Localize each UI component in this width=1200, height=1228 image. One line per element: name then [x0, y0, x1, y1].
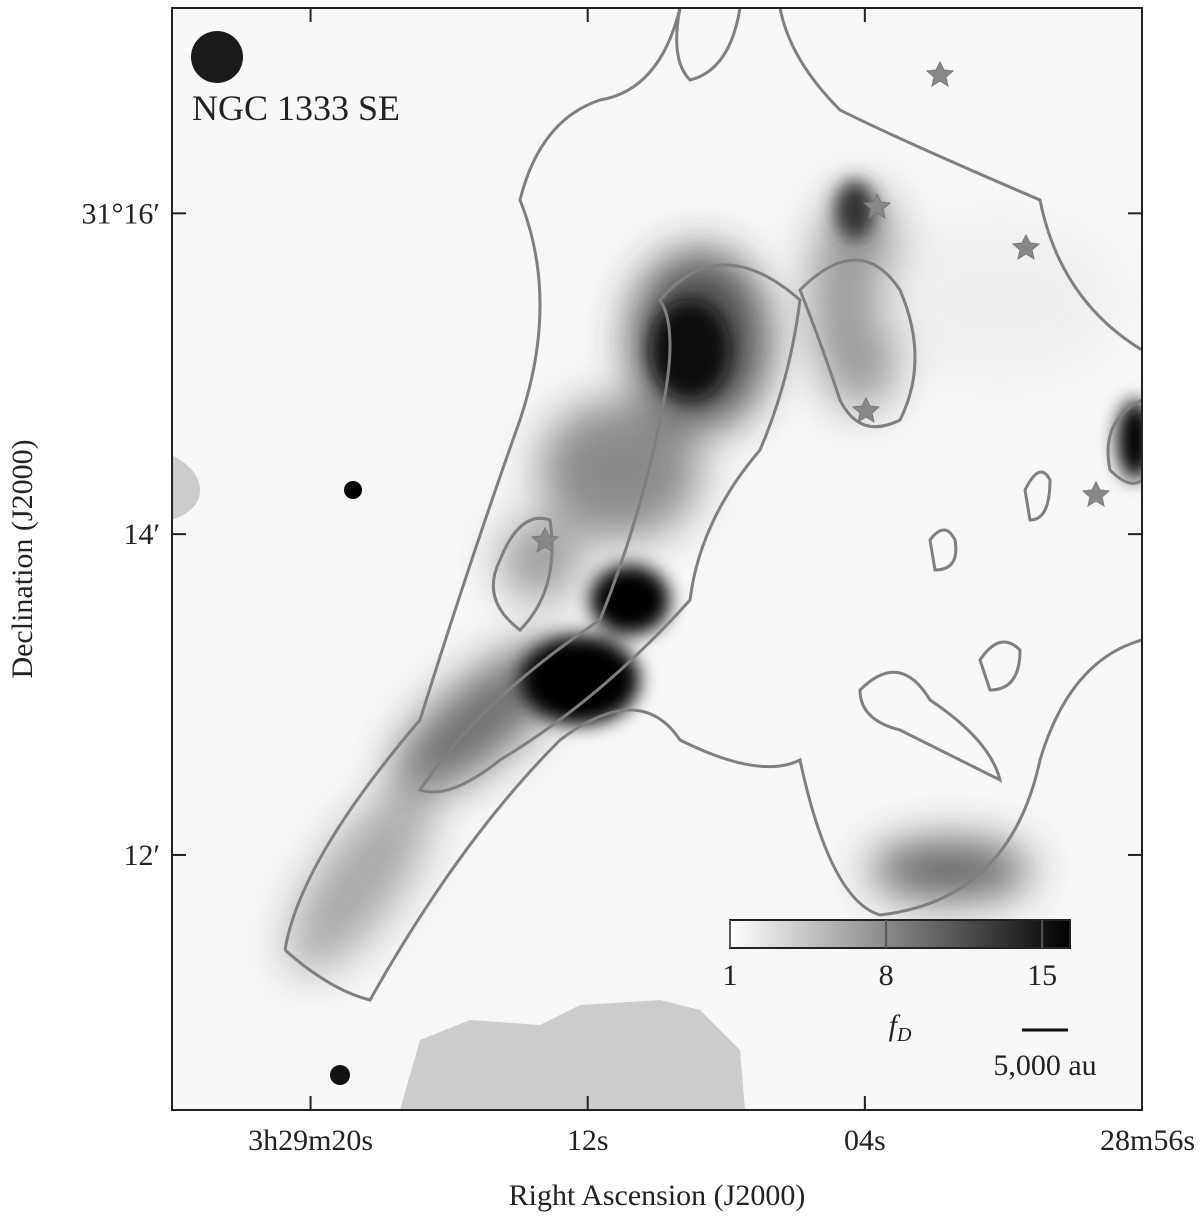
- colorbar-tick-label: 1: [723, 959, 738, 992]
- map-image: [172, 8, 1142, 1110]
- y-tick-label: 31°16′: [81, 197, 160, 230]
- x-tick-label: 3h29m20s: [248, 1124, 373, 1157]
- x-tick-label: 12s: [567, 1124, 609, 1157]
- x-tick-label: 28m56s: [1100, 1124, 1195, 1157]
- x-tick-label: 04s: [844, 1124, 886, 1157]
- x-axis-label: Right Ascension (J2000): [509, 1179, 806, 1212]
- y-axis-label: Declination (J2000): [6, 439, 39, 678]
- frame: [171, 7, 1143, 1111]
- colorbar-label: fD: [889, 1009, 912, 1046]
- colorbar: [729, 919, 1071, 949]
- y-tick-label: 14′: [123, 518, 160, 551]
- colorbar-tick-label: 8: [879, 959, 894, 992]
- y-tick-label: 12′: [123, 839, 160, 872]
- colorbar-tick-label: 15: [1027, 959, 1057, 992]
- scale-bar-label: 5,000 au: [993, 1049, 1096, 1082]
- panel-title: NGC 1333 SE: [192, 88, 400, 128]
- beam: [191, 31, 243, 83]
